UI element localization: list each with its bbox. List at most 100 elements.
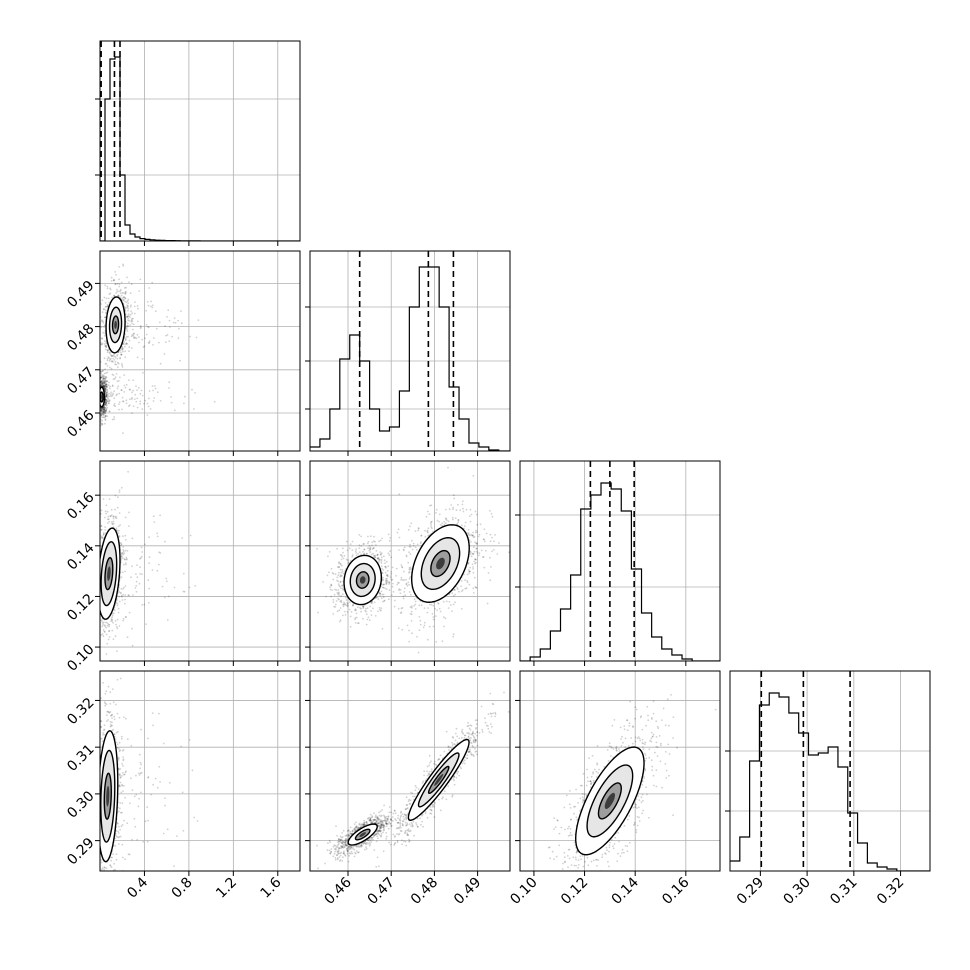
sample-point (124, 300, 127, 303)
sample-point (118, 512, 121, 514)
sample-point (103, 375, 106, 377)
sample-point (402, 595, 405, 598)
sample-point (97, 363, 99, 365)
sample-point (166, 334, 169, 336)
sample-point (109, 515, 112, 517)
sample-point (418, 616, 421, 618)
sample-point (376, 557, 379, 560)
sample-point (97, 380, 99, 382)
sample-point (414, 530, 417, 532)
sample-point (425, 515, 428, 518)
sample-point (164, 325, 167, 328)
sample-point (100, 737, 103, 740)
sample-point (116, 361, 119, 364)
sample-point (94, 397, 96, 399)
sample-point (343, 554, 346, 557)
sample-point (152, 344, 154, 346)
sample-point (381, 572, 384, 574)
sample-point (106, 350, 109, 352)
sample-point (138, 290, 141, 292)
sample-point (366, 542, 369, 545)
sample-point (102, 733, 104, 736)
sample-point (475, 547, 478, 550)
sample-point (493, 540, 495, 543)
sample-point (115, 626, 118, 628)
sample-point (120, 353, 122, 356)
sample-point (106, 351, 109, 354)
sample-point (454, 593, 457, 596)
sample-point (376, 553, 379, 556)
sample-point (136, 333, 139, 336)
sample-point (95, 402, 97, 404)
sample-point (121, 763, 123, 765)
sample-point (112, 374, 115, 377)
sample-point (114, 844, 117, 847)
sample-point (103, 296, 106, 299)
sample-point (136, 576, 139, 579)
sample-point (124, 562, 127, 564)
sample-point (409, 566, 412, 569)
sample-point (460, 585, 462, 588)
sample-point (105, 345, 108, 348)
sample-point (471, 534, 474, 537)
sample-point (92, 581, 94, 583)
sample-point (123, 773, 126, 776)
sample-point (100, 413, 103, 415)
sample-point (376, 596, 379, 599)
sample-point (104, 395, 107, 398)
sample-point (339, 563, 342, 566)
sample-point (388, 589, 391, 592)
sample-point (112, 520, 115, 523)
sample-point (381, 578, 384, 581)
hist-panel-1 (305, 250, 511, 452)
sample-point (382, 576, 384, 579)
sample-point (430, 504, 433, 507)
sample-point (118, 535, 121, 538)
sample-point (403, 591, 406, 593)
sample-point (101, 319, 103, 321)
sample-point (377, 561, 380, 563)
sample-point (118, 266, 121, 268)
sample-point (472, 531, 474, 534)
sample-point (124, 616, 127, 618)
sample-point (124, 293, 127, 295)
sample-point (108, 623, 111, 626)
sample-point (101, 384, 104, 387)
sample-point (118, 401, 121, 403)
sample-point (100, 525, 103, 527)
panel-frame (99, 250, 301, 452)
sample-point (472, 553, 474, 555)
sample-point (111, 385, 114, 387)
histogram-step-2 (520, 482, 720, 661)
sample-point (122, 296, 125, 299)
sample-point (100, 382, 102, 385)
sample-point (347, 559, 349, 562)
sample-point (95, 554, 97, 556)
sample-point (97, 685, 99, 687)
sample-point (405, 555, 408, 558)
sample-point (142, 346, 145, 348)
sample-point (148, 340, 151, 343)
sample-point (410, 610, 413, 613)
sample-point (103, 409, 106, 412)
sample-point (333, 593, 336, 596)
sample-point (114, 363, 117, 366)
sample-point (376, 553, 379, 556)
sample-point (100, 381, 103, 384)
sample-point (129, 388, 132, 391)
sample-point (443, 523, 446, 526)
sample-point (426, 638, 429, 641)
sample-point (126, 636, 129, 639)
sample-point (100, 372, 102, 375)
sample-point (468, 583, 471, 586)
sample-point (106, 871, 108, 873)
sample-point (136, 406, 139, 409)
sample-point (98, 409, 100, 411)
sample-point (467, 532, 470, 535)
sample-point (100, 380, 102, 383)
sample-point (380, 609, 382, 612)
sample-point (316, 547, 318, 550)
sample-point (105, 394, 108, 397)
sample-point (104, 403, 106, 406)
sample-point (453, 588, 456, 591)
